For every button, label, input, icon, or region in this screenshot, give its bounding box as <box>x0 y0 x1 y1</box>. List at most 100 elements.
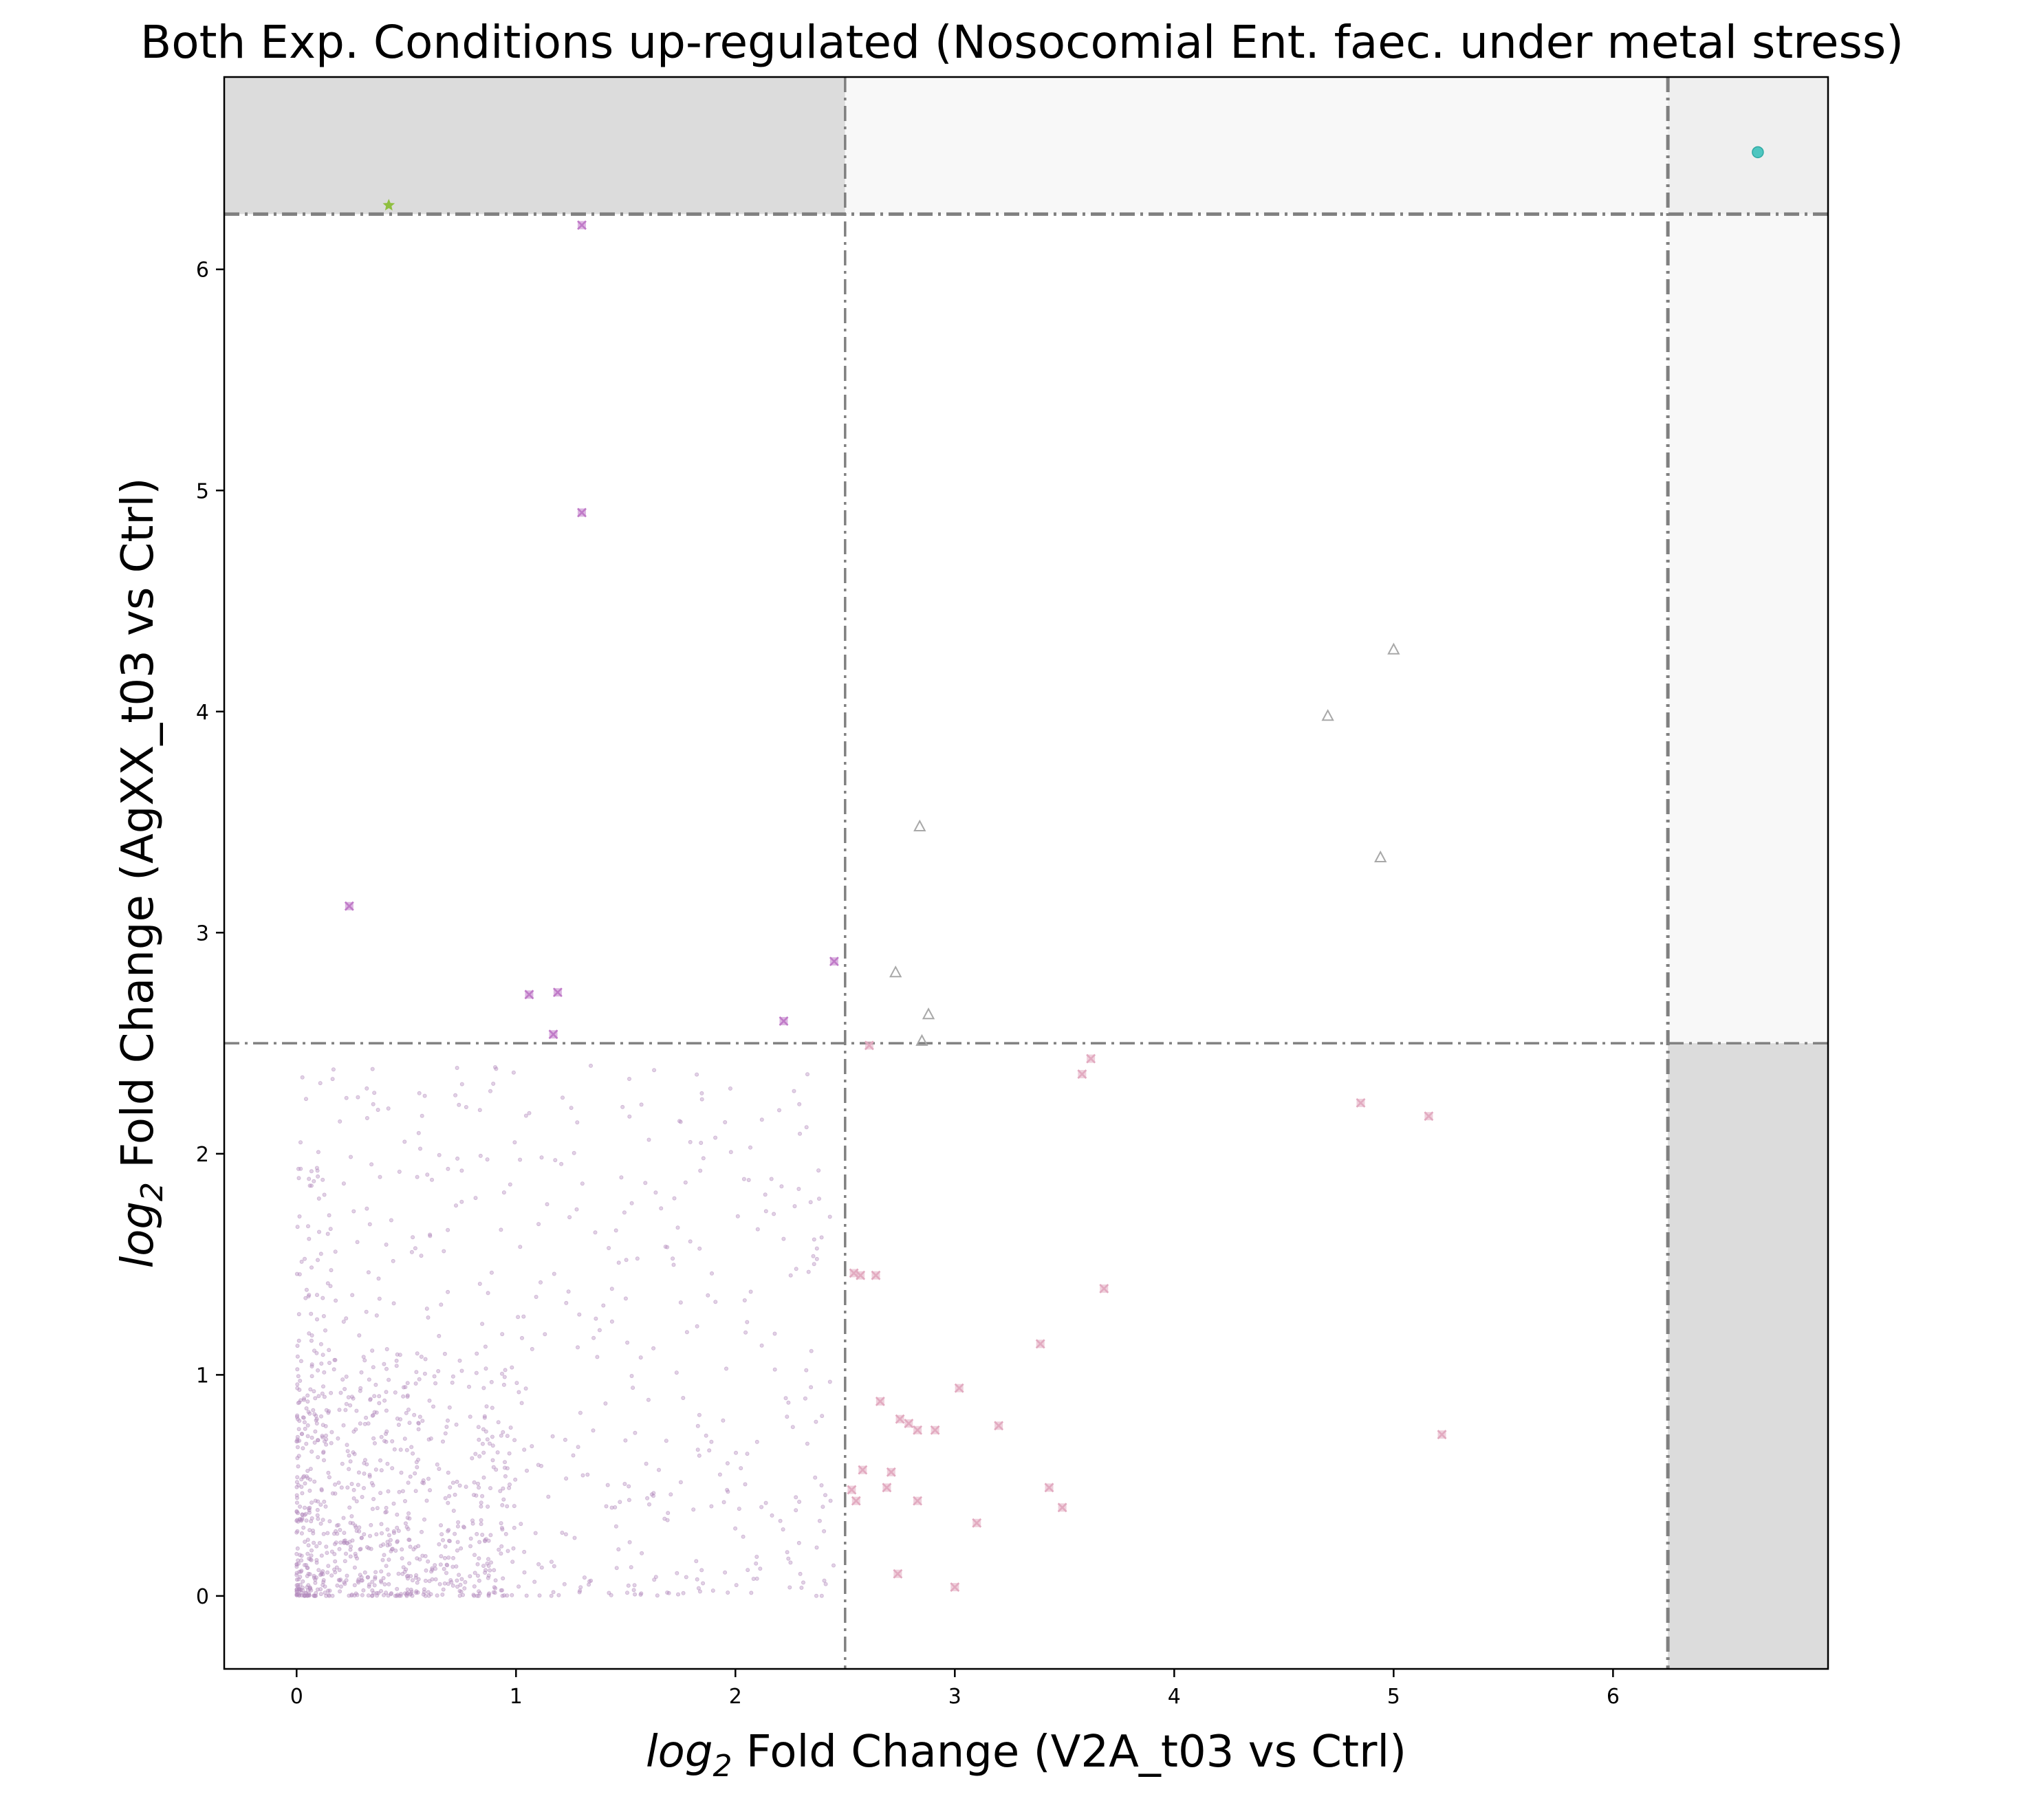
marker-x <box>1437 1430 1447 1440</box>
cloud-point <box>442 1351 447 1356</box>
region-bottom-right <box>1668 1043 1828 1669</box>
cloud-point <box>331 1531 336 1536</box>
x-tick-label: 6 <box>1607 1685 1620 1709</box>
cloud-point <box>665 1518 670 1522</box>
cloud-point <box>314 1293 319 1298</box>
cloud-point <box>392 1531 397 1536</box>
cloud-point <box>633 1430 638 1435</box>
cloud-point <box>303 1593 307 1598</box>
cloud-point <box>403 1385 408 1390</box>
cloud-point <box>319 1571 324 1575</box>
cloud-point <box>413 1545 418 1550</box>
cloud-point <box>382 1593 387 1597</box>
cloud-point <box>342 1540 347 1545</box>
cloud-point <box>717 1472 722 1477</box>
cloud-point <box>316 1150 320 1155</box>
cloud-point <box>385 1461 390 1466</box>
cloud-point <box>746 1568 750 1573</box>
cloud-point <box>683 1180 688 1185</box>
cloud-point <box>446 1582 450 1586</box>
cloud-point <box>619 1175 624 1180</box>
cloud-point <box>483 1344 488 1349</box>
cloud-point <box>455 1066 459 1071</box>
cloud-point <box>319 1362 324 1366</box>
cloud-point <box>322 1395 327 1399</box>
cloud-point <box>319 1553 324 1558</box>
cloud-point <box>455 1524 460 1529</box>
cloud-point <box>477 1454 482 1458</box>
cloud-point <box>459 1199 464 1204</box>
cloud-point <box>464 1485 468 1489</box>
cloud-point <box>307 1293 312 1298</box>
cloud-point <box>697 1246 702 1251</box>
cloud-point <box>522 1570 527 1575</box>
cloud-point <box>371 1102 376 1106</box>
cloud-point <box>520 1335 525 1340</box>
cloud-point <box>387 1533 391 1538</box>
cloud-point <box>539 1280 543 1285</box>
cloud-point <box>758 1566 763 1571</box>
cloud-point <box>308 1387 313 1392</box>
cloud-point <box>443 1431 448 1436</box>
cloud-point <box>307 1488 312 1493</box>
y-tick-label: 5 <box>196 479 209 503</box>
cloud-point <box>496 1420 501 1425</box>
cloud-point <box>365 1116 369 1121</box>
cloud-point <box>697 1412 702 1417</box>
cloud-point <box>414 1370 419 1375</box>
cloud-point <box>804 1368 809 1373</box>
cloud-point <box>564 1476 569 1481</box>
cloud-point <box>723 1570 728 1575</box>
cloud-point <box>381 1542 386 1547</box>
cloud-point <box>303 1097 308 1102</box>
cloud-point <box>475 1562 480 1566</box>
cloud-point <box>446 1418 450 1423</box>
axis-label-math: log <box>113 1201 164 1269</box>
y-tick-label: 3 <box>196 921 209 946</box>
cloud-point <box>462 1586 467 1591</box>
cloud-point <box>406 1511 411 1516</box>
cloud-point <box>334 1298 338 1303</box>
cloud-point <box>442 1566 446 1571</box>
cloud-point <box>297 1400 302 1405</box>
cloud-point <box>337 1568 342 1573</box>
cloud-point <box>594 1316 598 1321</box>
cloud-point <box>400 1547 404 1552</box>
cloud-point <box>486 1504 490 1509</box>
cloud-point <box>348 1520 353 1525</box>
cloud-point <box>302 1396 307 1401</box>
cloud-point <box>695 1072 699 1077</box>
cloud-point <box>536 1463 541 1467</box>
cloud-point <box>426 1437 431 1442</box>
cloud-point <box>500 1332 505 1337</box>
cloud-point <box>373 1382 378 1387</box>
cloud-point <box>629 1374 634 1379</box>
cloud-point <box>423 1553 428 1558</box>
cloud-point <box>423 1593 428 1598</box>
cloud-point <box>320 1391 325 1396</box>
cloud-point <box>501 1190 506 1195</box>
cloud-point <box>635 1256 640 1261</box>
cloud-point <box>814 1419 818 1424</box>
cloud-point <box>437 1582 442 1586</box>
cloud-point <box>327 1475 331 1480</box>
cloud-point <box>420 1419 425 1423</box>
cloud-point <box>406 1576 411 1581</box>
cloud-point <box>481 1475 486 1480</box>
cloud-point <box>386 1489 391 1494</box>
cloud-point <box>331 1367 336 1372</box>
cloud-point <box>467 1384 472 1389</box>
cloud-point <box>305 1434 310 1439</box>
cloud-point <box>397 1489 402 1494</box>
cloud-point <box>489 1379 494 1384</box>
cloud-point <box>422 1371 427 1376</box>
cloud-point <box>488 1486 493 1491</box>
cloud-point <box>398 1353 402 1357</box>
cloud-point <box>468 1536 473 1541</box>
cloud-point <box>646 1397 651 1402</box>
cross-marker-light <box>954 1383 964 1393</box>
marker-x <box>886 1467 896 1477</box>
cloud-point <box>366 1575 371 1580</box>
cloud-point <box>314 1544 319 1549</box>
cloud-point <box>536 1222 541 1227</box>
